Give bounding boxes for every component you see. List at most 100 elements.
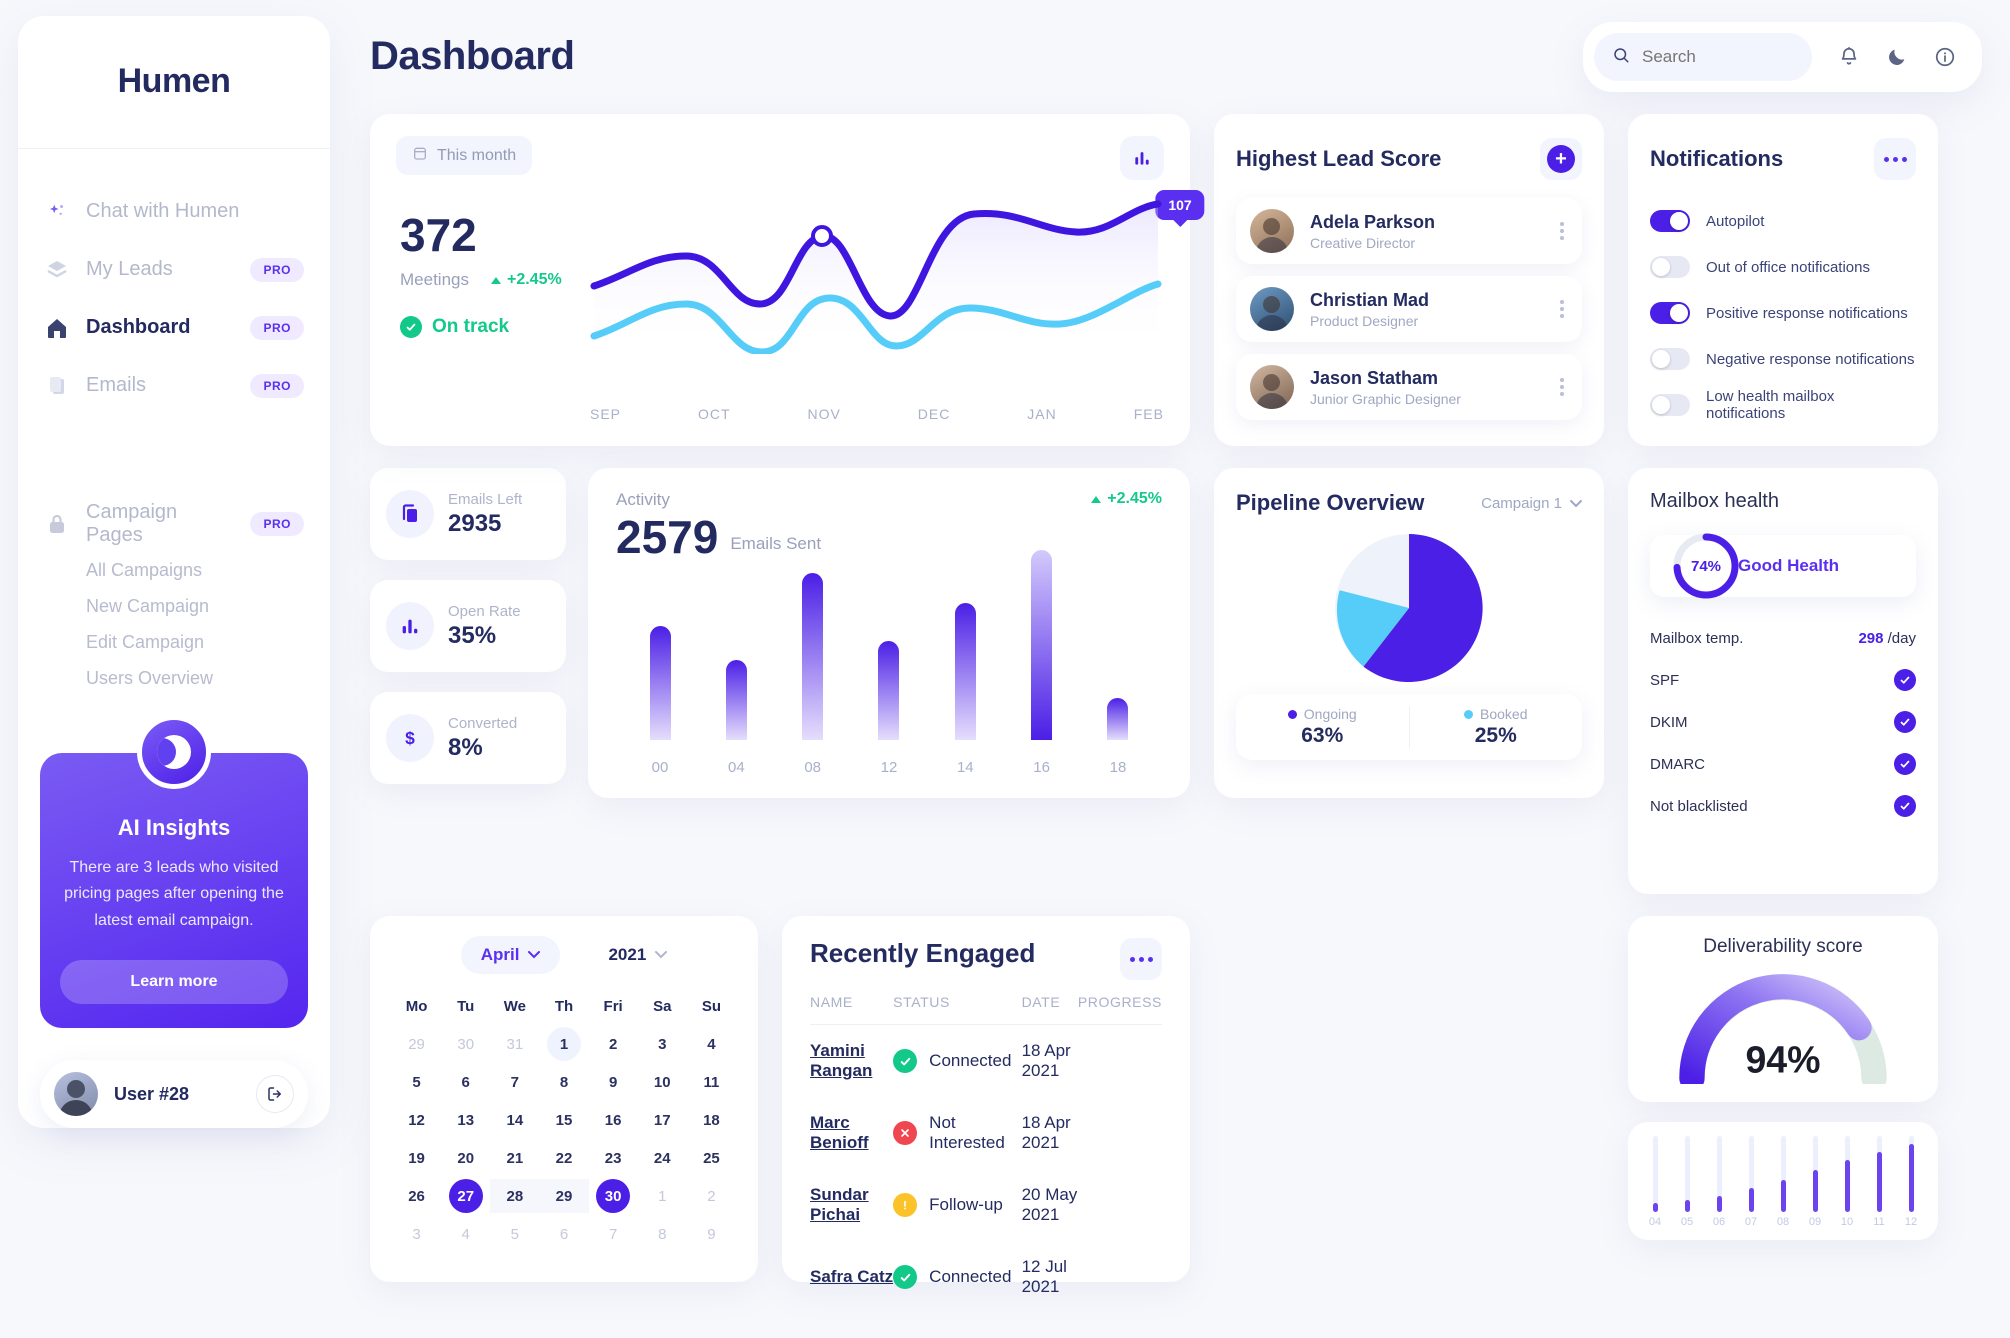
calendar-day[interactable]: 7 [510,1073,520,1091]
calendar-day[interactable]: 18 [703,1111,720,1129]
calendar-day[interactable]: 23 [604,1149,622,1167]
calendar-day[interactable]: 10 [653,1073,671,1091]
calendar-day[interactable]: 2 [707,1187,716,1205]
calendar-day[interactable]: 1 [539,1025,588,1063]
info-icon[interactable] [1934,46,1956,68]
bottom-left-section: April 2021 Mo Tu We Th Fri Sa Su 29 30 31 1 2 3 4 5 6 7 8… [370,916,1190,1296]
calendar-day[interactable]: 3 [658,1035,667,1053]
calendar-day[interactable]: 29 [539,1177,589,1215]
sidebar-item-chat[interactable]: Chat with Humen [18,183,330,241]
calendar-day[interactable]: 17 [653,1111,671,1129]
calendar-day[interactable]: 8 [559,1073,569,1091]
search-input[interactable] [1642,47,1782,67]
calendar-day[interactable]: 12 [408,1111,425,1129]
calendar-day[interactable]: 16 [604,1111,622,1129]
calendar-day[interactable]: 24 [653,1149,671,1167]
table-row[interactable]: Sundar Pichai Follow-up 20 May 2021 [810,1169,1162,1241]
table-row[interactable]: Safra Catz Connected 12 Jul 2021 [810,1241,1162,1313]
calendar-day[interactable]: 30 [589,1177,638,1215]
learn-more-button[interactable]: Learn more [60,960,288,1004]
x-tick: FEB [1133,406,1164,422]
calendar-day[interactable]: 11 [703,1073,720,1091]
notification-row[interactable]: Low health mailbox notifications [1650,382,1916,428]
list-item[interactable]: Jason Statham Junior Graphic Designer [1236,354,1582,420]
user-profile-row[interactable]: User #28 [40,1060,308,1128]
calendar-day[interactable]: 5 [510,1225,520,1243]
calendar-day[interactable]: 4 [461,1225,470,1243]
month-selector[interactable]: April [460,936,561,974]
lead-link[interactable]: Safra Catz [810,1267,894,1286]
search-field[interactable] [1594,33,1812,81]
more-icon[interactable] [1556,296,1568,322]
calendar-day[interactable]: 5 [412,1073,421,1091]
notification-row[interactable]: Out of office notifications [1650,244,1916,290]
notification-row[interactable]: Autopilot [1650,198,1916,244]
toggle-negative-response[interactable] [1650,348,1690,370]
lead-link[interactable]: Sundar Pichai [810,1185,869,1224]
avatar [1250,365,1294,409]
calendar-day[interactable]: 6 [461,1073,470,1091]
calendar-day[interactable]: 13 [457,1111,475,1129]
year-selector[interactable]: 2021 [608,945,668,965]
lead-role: Product Designer [1310,312,1419,329]
period-selector[interactable]: This month [396,136,533,175]
more-icon[interactable] [1874,138,1916,180]
sidebar-subitem-all-campaigns[interactable]: All Campaigns [86,560,203,581]
sidebar-subitem-users-overview[interactable]: Users Overview [86,668,214,689]
calendar-day[interactable]: 30 [457,1035,475,1053]
calendar-day[interactable]: 27 [441,1177,490,1215]
calendar-day[interactable]: 19 [408,1149,425,1167]
add-lead-button[interactable]: + [1540,138,1582,180]
highest-lead-score-card: Highest Lead Score + Adela Parkson Creat… [1214,114,1604,446]
check-icon [400,316,422,338]
list-item[interactable]: Adela Parkson Creative Director [1236,198,1582,264]
avatar [1250,287,1294,331]
toggle-low-health-mailbox[interactable] [1650,394,1690,416]
activity-bar-chart [628,550,1150,740]
lead-link[interactable]: Yamini Rangan [810,1041,873,1080]
bar-chart-icon[interactable] [1120,136,1164,180]
calendar-day[interactable]: 22 [555,1149,573,1167]
campaign-selector[interactable]: Campaign 1 [1481,495,1582,512]
sidebar-subitem-edit-campaign[interactable]: Edit Campaign [86,632,205,653]
lead-link[interactable]: Marc Benioff [810,1113,869,1152]
sidebar-item-campaign-pages[interactable]: Campaign Pages PRO [18,495,330,553]
calendar-day[interactable]: 8 [658,1225,667,1243]
calendar-day[interactable]: 2 [608,1035,618,1053]
calendar-day[interactable]: 14 [506,1111,524,1129]
moon-icon[interactable] [1886,46,1908,68]
calendar-day[interactable]: 20 [457,1149,475,1167]
calendar-day[interactable]: 9 [707,1225,716,1243]
toggle-autopilot[interactable] [1650,210,1690,232]
calendar-day[interactable]: 6 [559,1225,569,1243]
calendar-day[interactable]: 7 [608,1225,618,1243]
calendar-day[interactable]: 9 [608,1073,618,1091]
sidebar-item-my-leads[interactable]: My Leads PRO [18,241,330,299]
table-row[interactable]: Marc Benioff Not Interested 18 Apr 2021 [810,1097,1162,1169]
page-title: Dashboard [370,34,575,78]
calendar-day[interactable]: 3 [412,1225,421,1243]
notification-row[interactable]: Negative response notifications [1650,336,1916,382]
logout-icon[interactable] [256,1075,294,1113]
more-icon[interactable] [1120,938,1162,980]
calendar-day[interactable]: 31 [506,1035,524,1053]
sidebar-subitem-new-campaign[interactable]: New Campaign [86,596,210,617]
calendar-day[interactable]: 28 [490,1177,540,1215]
more-icon[interactable] [1556,218,1568,244]
calendar-day[interactable]: 25 [703,1149,720,1167]
calendar-day[interactable]: 1 [658,1187,667,1205]
calendar-day[interactable]: 21 [506,1149,524,1167]
calendar-day[interactable]: 26 [408,1187,425,1205]
list-item[interactable]: Christian Mad Product Designer [1236,276,1582,342]
calendar-day[interactable]: 4 [707,1035,716,1053]
calendar-day[interactable]: 29 [408,1035,425,1053]
table-row[interactable]: Yamini Rangan Connected 18 Apr 2021 [810,1025,1162,1098]
more-icon[interactable] [1556,374,1568,400]
sidebar-item-dashboard[interactable]: Dashboard PRO [18,299,330,357]
calendar-day[interactable]: 15 [555,1111,573,1129]
bell-icon[interactable] [1838,46,1860,68]
notification-row[interactable]: Positive response notifications [1650,290,1916,336]
toggle-out-of-office[interactable] [1650,256,1690,278]
toggle-positive-response[interactable] [1650,302,1690,324]
sidebar-item-emails[interactable]: Emails PRO [18,357,330,415]
